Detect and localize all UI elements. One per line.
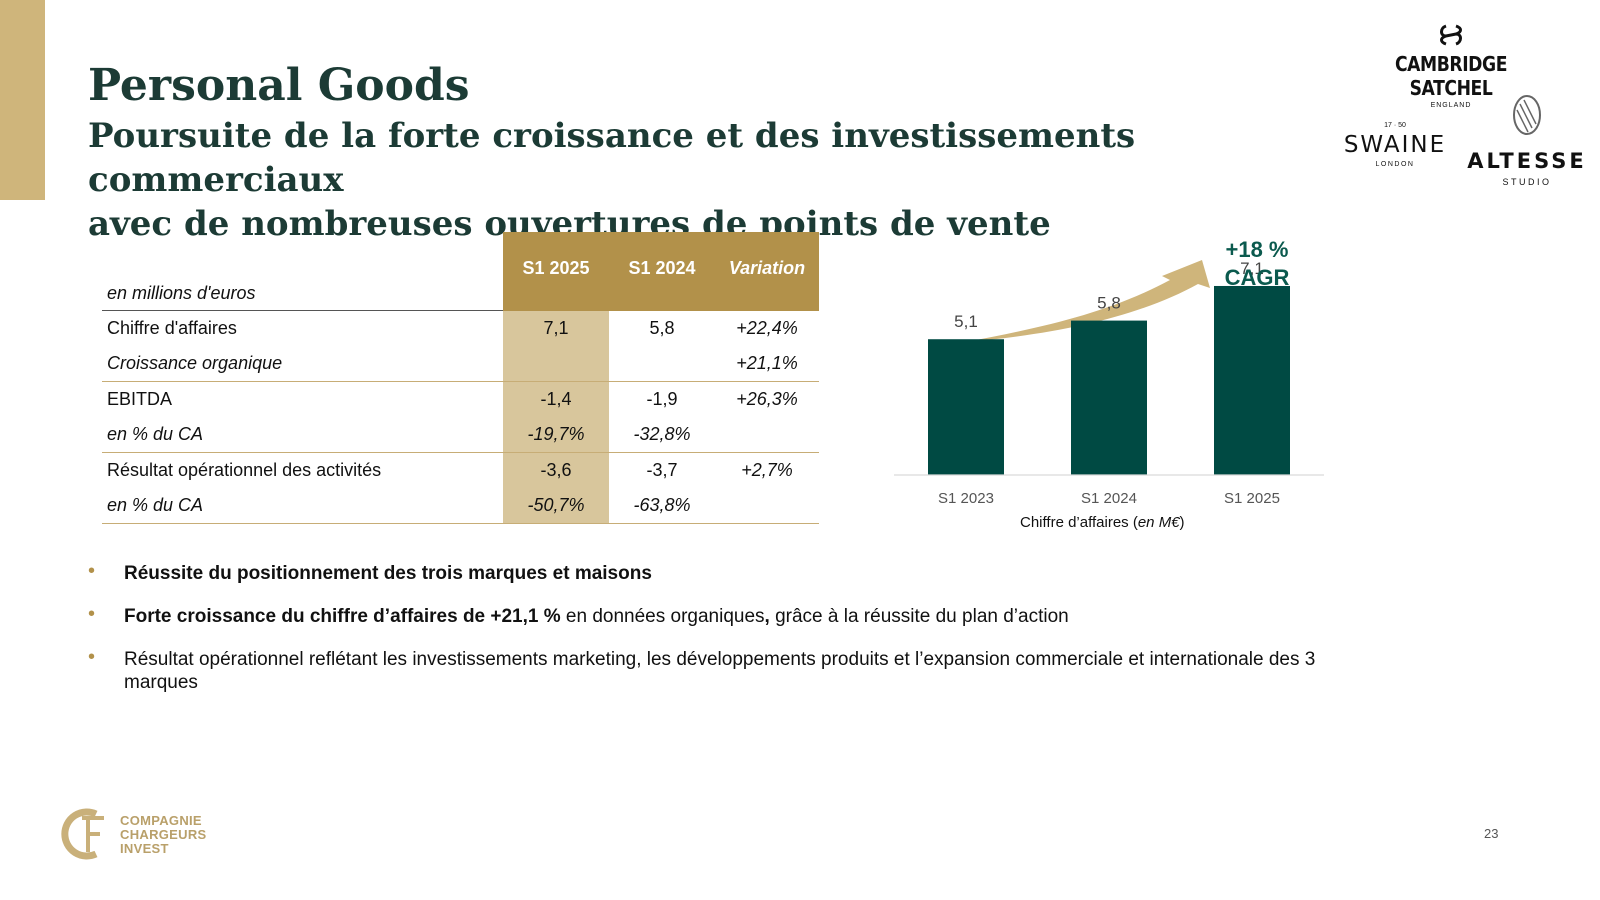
cell-variation: +26,3% bbox=[736, 389, 798, 409]
row-label: en % du CA bbox=[102, 417, 503, 453]
bullet-item: • Résultat opérationnel reflétant les in… bbox=[88, 646, 1348, 694]
subtitle-line-1: Poursuite de la forte croissance et des … bbox=[88, 116, 1136, 200]
logo-line-2: CHARGEURS bbox=[120, 827, 207, 842]
bullet-2-comma: , bbox=[764, 606, 770, 627]
cagr-value: +18 % bbox=[1225, 237, 1289, 262]
cell-variation bbox=[715, 417, 819, 453]
swaine-sub: LONDON bbox=[1375, 161, 1415, 168]
title-block: Personal Goods Poursuite de la forte cro… bbox=[88, 58, 1308, 246]
cell-s1-2025: -3,6 bbox=[503, 452, 609, 488]
bar-value-label: 5,8 bbox=[1097, 294, 1121, 313]
altesse-logo: ALTESSE STUDIO bbox=[1466, 94, 1588, 187]
altesse-emblem-icon bbox=[1513, 95, 1541, 135]
swaine-name: SWAINE bbox=[1343, 132, 1447, 158]
altesse-name: ALTESSE bbox=[1467, 149, 1587, 173]
bullet-item: • Réussite du positionnement des trois m… bbox=[88, 560, 1348, 585]
cell-s1-2025: -19,7% bbox=[503, 417, 609, 453]
chart-x-axis-caption: Chiffre d’affaires (en M€) bbox=[1020, 514, 1185, 531]
xcap-suffix: ) bbox=[1179, 514, 1185, 531]
col-header-s1-2025: S1 2025 bbox=[503, 232, 609, 311]
row-label: EBITDA bbox=[107, 389, 173, 409]
bar-value-label: 7,1 bbox=[1240, 259, 1264, 278]
bars-layer: 5,1 S1 2023 5,8 S1 2024 7,1 S1 2025 bbox=[928, 259, 1290, 507]
table-row: en % du CA -19,7% -32,8% bbox=[102, 417, 819, 453]
logo-line-1: COMPAGNIE bbox=[120, 813, 202, 828]
page-title: Personal Goods bbox=[88, 60, 470, 111]
cagr-label: CAGR bbox=[1224, 265, 1290, 290]
row-label: Croissance organique bbox=[102, 346, 503, 382]
cambridge-name: CAMBRIDGE SATCHEL bbox=[1394, 52, 1508, 100]
cell-variation bbox=[715, 488, 819, 524]
xcap-prefix: Chiffre d’affaires ( bbox=[1020, 514, 1138, 531]
cagr-arrow bbox=[966, 260, 1210, 342]
cell-s1-2024: -63,8% bbox=[609, 488, 715, 524]
logo-line-3: INVEST bbox=[120, 841, 169, 856]
cell-s1-2024: -1,9 bbox=[646, 389, 678, 409]
cell-s1-2025: -1,4 bbox=[503, 381, 609, 417]
altesse-sub: STUDIO bbox=[1502, 177, 1552, 187]
cell-s1-2025: 7,1 bbox=[503, 310, 609, 346]
cell-s1-2025 bbox=[503, 346, 609, 382]
cell-variation: +21,1% bbox=[715, 346, 819, 382]
cell-s1-2024: -32,8% bbox=[609, 417, 715, 453]
bullet-2-rest: grâce à la réussite du plan d’action bbox=[769, 606, 1069, 627]
financial-table: en millions d'euros S1 2025 S1 2024 Vari… bbox=[102, 232, 819, 524]
page-subtitle: Poursuite de la forte croissance et des … bbox=[88, 114, 1308, 246]
revenue-bar-chart: 5,1 S1 2023 5,8 S1 2024 7,1 S1 2025 bbox=[894, 259, 1324, 507]
table-row: en % du CA -50,7% -63,8% bbox=[102, 488, 819, 524]
cambridge-satchel-logo: CAMBRIDGE SATCHEL ENGLAND bbox=[1362, 22, 1540, 109]
bullet-2-bold: Forte croissance du chiffre d’affaires d… bbox=[124, 606, 561, 627]
bullet-1-text: Réussite du positionnement des trois mar… bbox=[124, 563, 652, 584]
bullet-dot-icon: • bbox=[88, 646, 96, 668]
cambridge-knot-icon bbox=[1440, 24, 1462, 46]
row-label: en % du CA bbox=[102, 488, 503, 524]
bar-s1-2024 bbox=[1071, 320, 1147, 475]
x-tick-label: S1 2024 bbox=[1081, 490, 1137, 507]
table-header-row: en millions d'euros S1 2025 S1 2024 Vari… bbox=[102, 232, 819, 311]
bar-s1-2023 bbox=[928, 339, 1004, 475]
table-row: EBITDA -1,4 -1,9 +26,3% bbox=[102, 381, 819, 417]
table-row: Croissance organique +21,1% bbox=[102, 346, 819, 382]
bullet-2-text: en données organiques bbox=[560, 606, 765, 627]
table-row: Résultat opérationnel des activités -3,6… bbox=[102, 452, 819, 488]
bullet-item: • Forte croissance du chiffre d’affaires… bbox=[88, 603, 1348, 628]
row-label: Résultat opérationnel des activités bbox=[107, 460, 382, 480]
cell-s1-2025: -50,7% bbox=[503, 488, 609, 524]
x-tick-label: S1 2023 bbox=[938, 490, 994, 507]
cagr-annotation: +18 % CAGR bbox=[1212, 236, 1302, 292]
x-tick-label: S1 2025 bbox=[1224, 490, 1280, 507]
swaine-logo: 17 · 50 SWAINE LONDON bbox=[1330, 122, 1460, 168]
bullet-dot-icon: • bbox=[88, 560, 96, 582]
accent-bar bbox=[0, 0, 45, 200]
bullet-list: • Réussite du positionnement des trois m… bbox=[88, 560, 1348, 714]
cell-s1-2024: -3,7 bbox=[646, 460, 678, 480]
company-logo-words: COMPAGNIE CHARGEURS INVEST bbox=[120, 814, 206, 856]
cell-variation: +22,4% bbox=[736, 317, 798, 338]
cambridge-sub: ENGLAND bbox=[1430, 102, 1472, 109]
bullet-dot-icon: • bbox=[88, 603, 96, 625]
table-row: Chiffre d'affaires 7,1 5,8 +22,4% bbox=[102, 310, 819, 346]
col-header-variation: Variation bbox=[715, 232, 819, 311]
unit-label: en millions d'euros bbox=[102, 232, 503, 311]
company-logo: COMPAGNIE CHARGEURS INVEST bbox=[58, 804, 228, 864]
cell-s1-2024 bbox=[609, 346, 715, 382]
bar-s1-2025 bbox=[1214, 285, 1290, 475]
page-number: 23 bbox=[1484, 826, 1499, 841]
row-label: Chiffre d'affaires bbox=[107, 318, 237, 338]
swaine-mark: 17 · 50 bbox=[1384, 122, 1406, 129]
col-header-s1-2024: S1 2024 bbox=[609, 232, 715, 311]
cci-emblem-icon bbox=[61, 808, 104, 860]
cell-s1-2024: 5,8 bbox=[649, 317, 675, 338]
bullet-3-text: Résultat opérationnel reflétant les inve… bbox=[124, 649, 1316, 693]
bar-value-label: 5,1 bbox=[954, 312, 978, 331]
xcap-unit: en M€ bbox=[1137, 514, 1180, 531]
cell-variation: +2,7% bbox=[741, 460, 793, 480]
